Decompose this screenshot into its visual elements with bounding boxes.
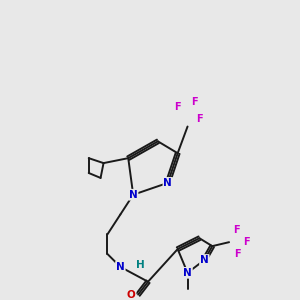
Text: F: F: [174, 102, 181, 112]
Text: F: F: [244, 237, 250, 247]
Text: N: N: [116, 262, 125, 272]
Text: N: N: [200, 255, 209, 265]
Text: F: F: [234, 249, 240, 259]
Text: H: H: [136, 260, 145, 270]
Text: N: N: [183, 268, 192, 278]
Text: N: N: [164, 178, 172, 188]
Text: O: O: [127, 290, 136, 300]
Text: F: F: [233, 225, 239, 235]
Text: F: F: [191, 97, 198, 107]
Text: N: N: [129, 190, 138, 200]
Text: F: F: [196, 114, 203, 124]
